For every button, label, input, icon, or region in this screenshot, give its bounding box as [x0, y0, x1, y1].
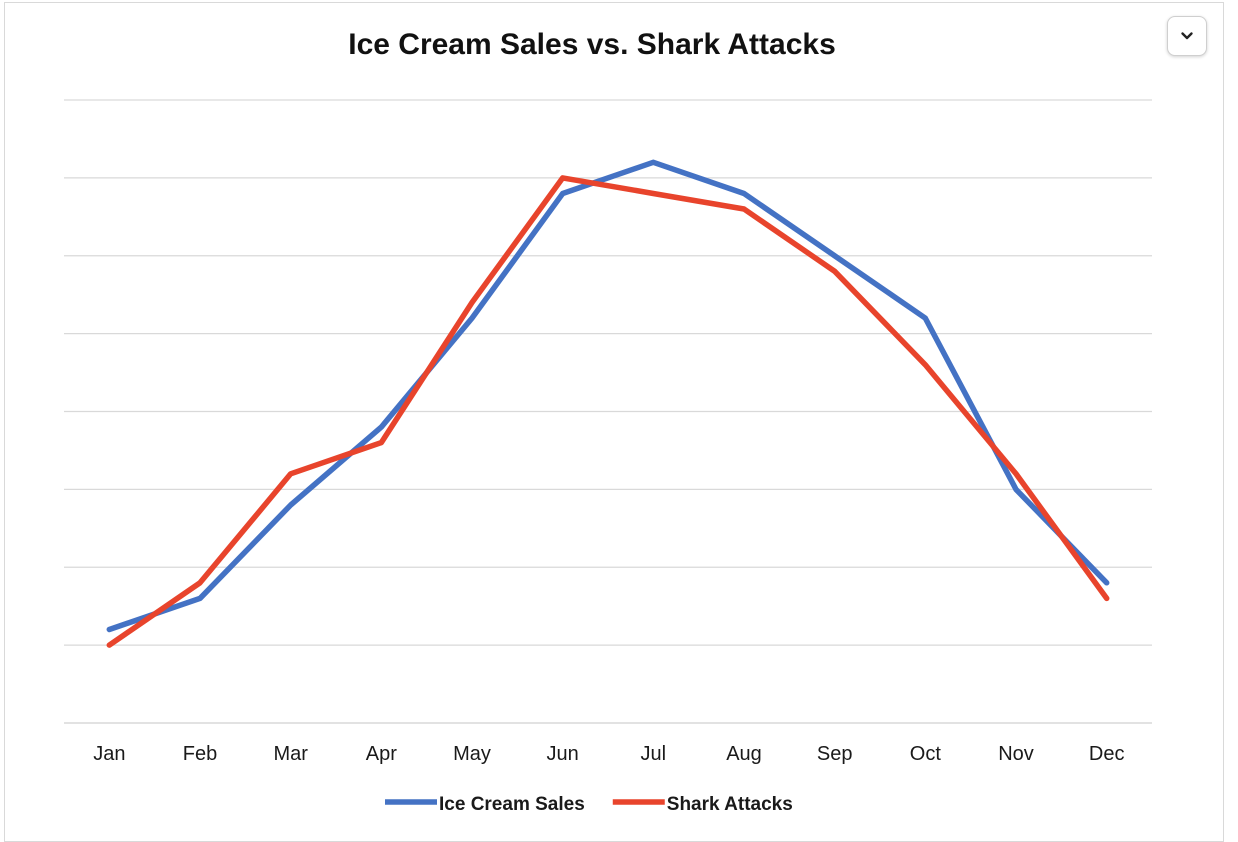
x-tick-label: Mar: [273, 743, 308, 765]
chart-menu-button[interactable]: [1167, 16, 1207, 56]
x-tick-label: Oct: [910, 743, 942, 765]
x-tick-label: Nov: [998, 743, 1034, 765]
x-tick-label: Jan: [93, 743, 125, 765]
series-line-1: [106, 175, 1110, 648]
x-tick-label: Feb: [183, 743, 217, 765]
x-tick-label: May: [453, 743, 491, 765]
x-tick-label: Dec: [1089, 743, 1125, 765]
chart-title: Ice Cream Sales vs. Shark Attacks: [348, 28, 836, 61]
x-tick-label: Aug: [726, 743, 762, 765]
legend-label: Ice Cream Sales: [439, 794, 585, 815]
chevron-down-icon: [1181, 32, 1193, 40]
x-tick-label: Jul: [641, 743, 667, 765]
legend-label: Shark Attacks: [667, 794, 793, 815]
series-line-0: [106, 159, 1110, 633]
x-tick-label: Jun: [547, 743, 579, 765]
x-tick-label: Sep: [817, 743, 853, 765]
x-tick-label: Apr: [366, 743, 397, 765]
chart-container: [4, 2, 1224, 842]
